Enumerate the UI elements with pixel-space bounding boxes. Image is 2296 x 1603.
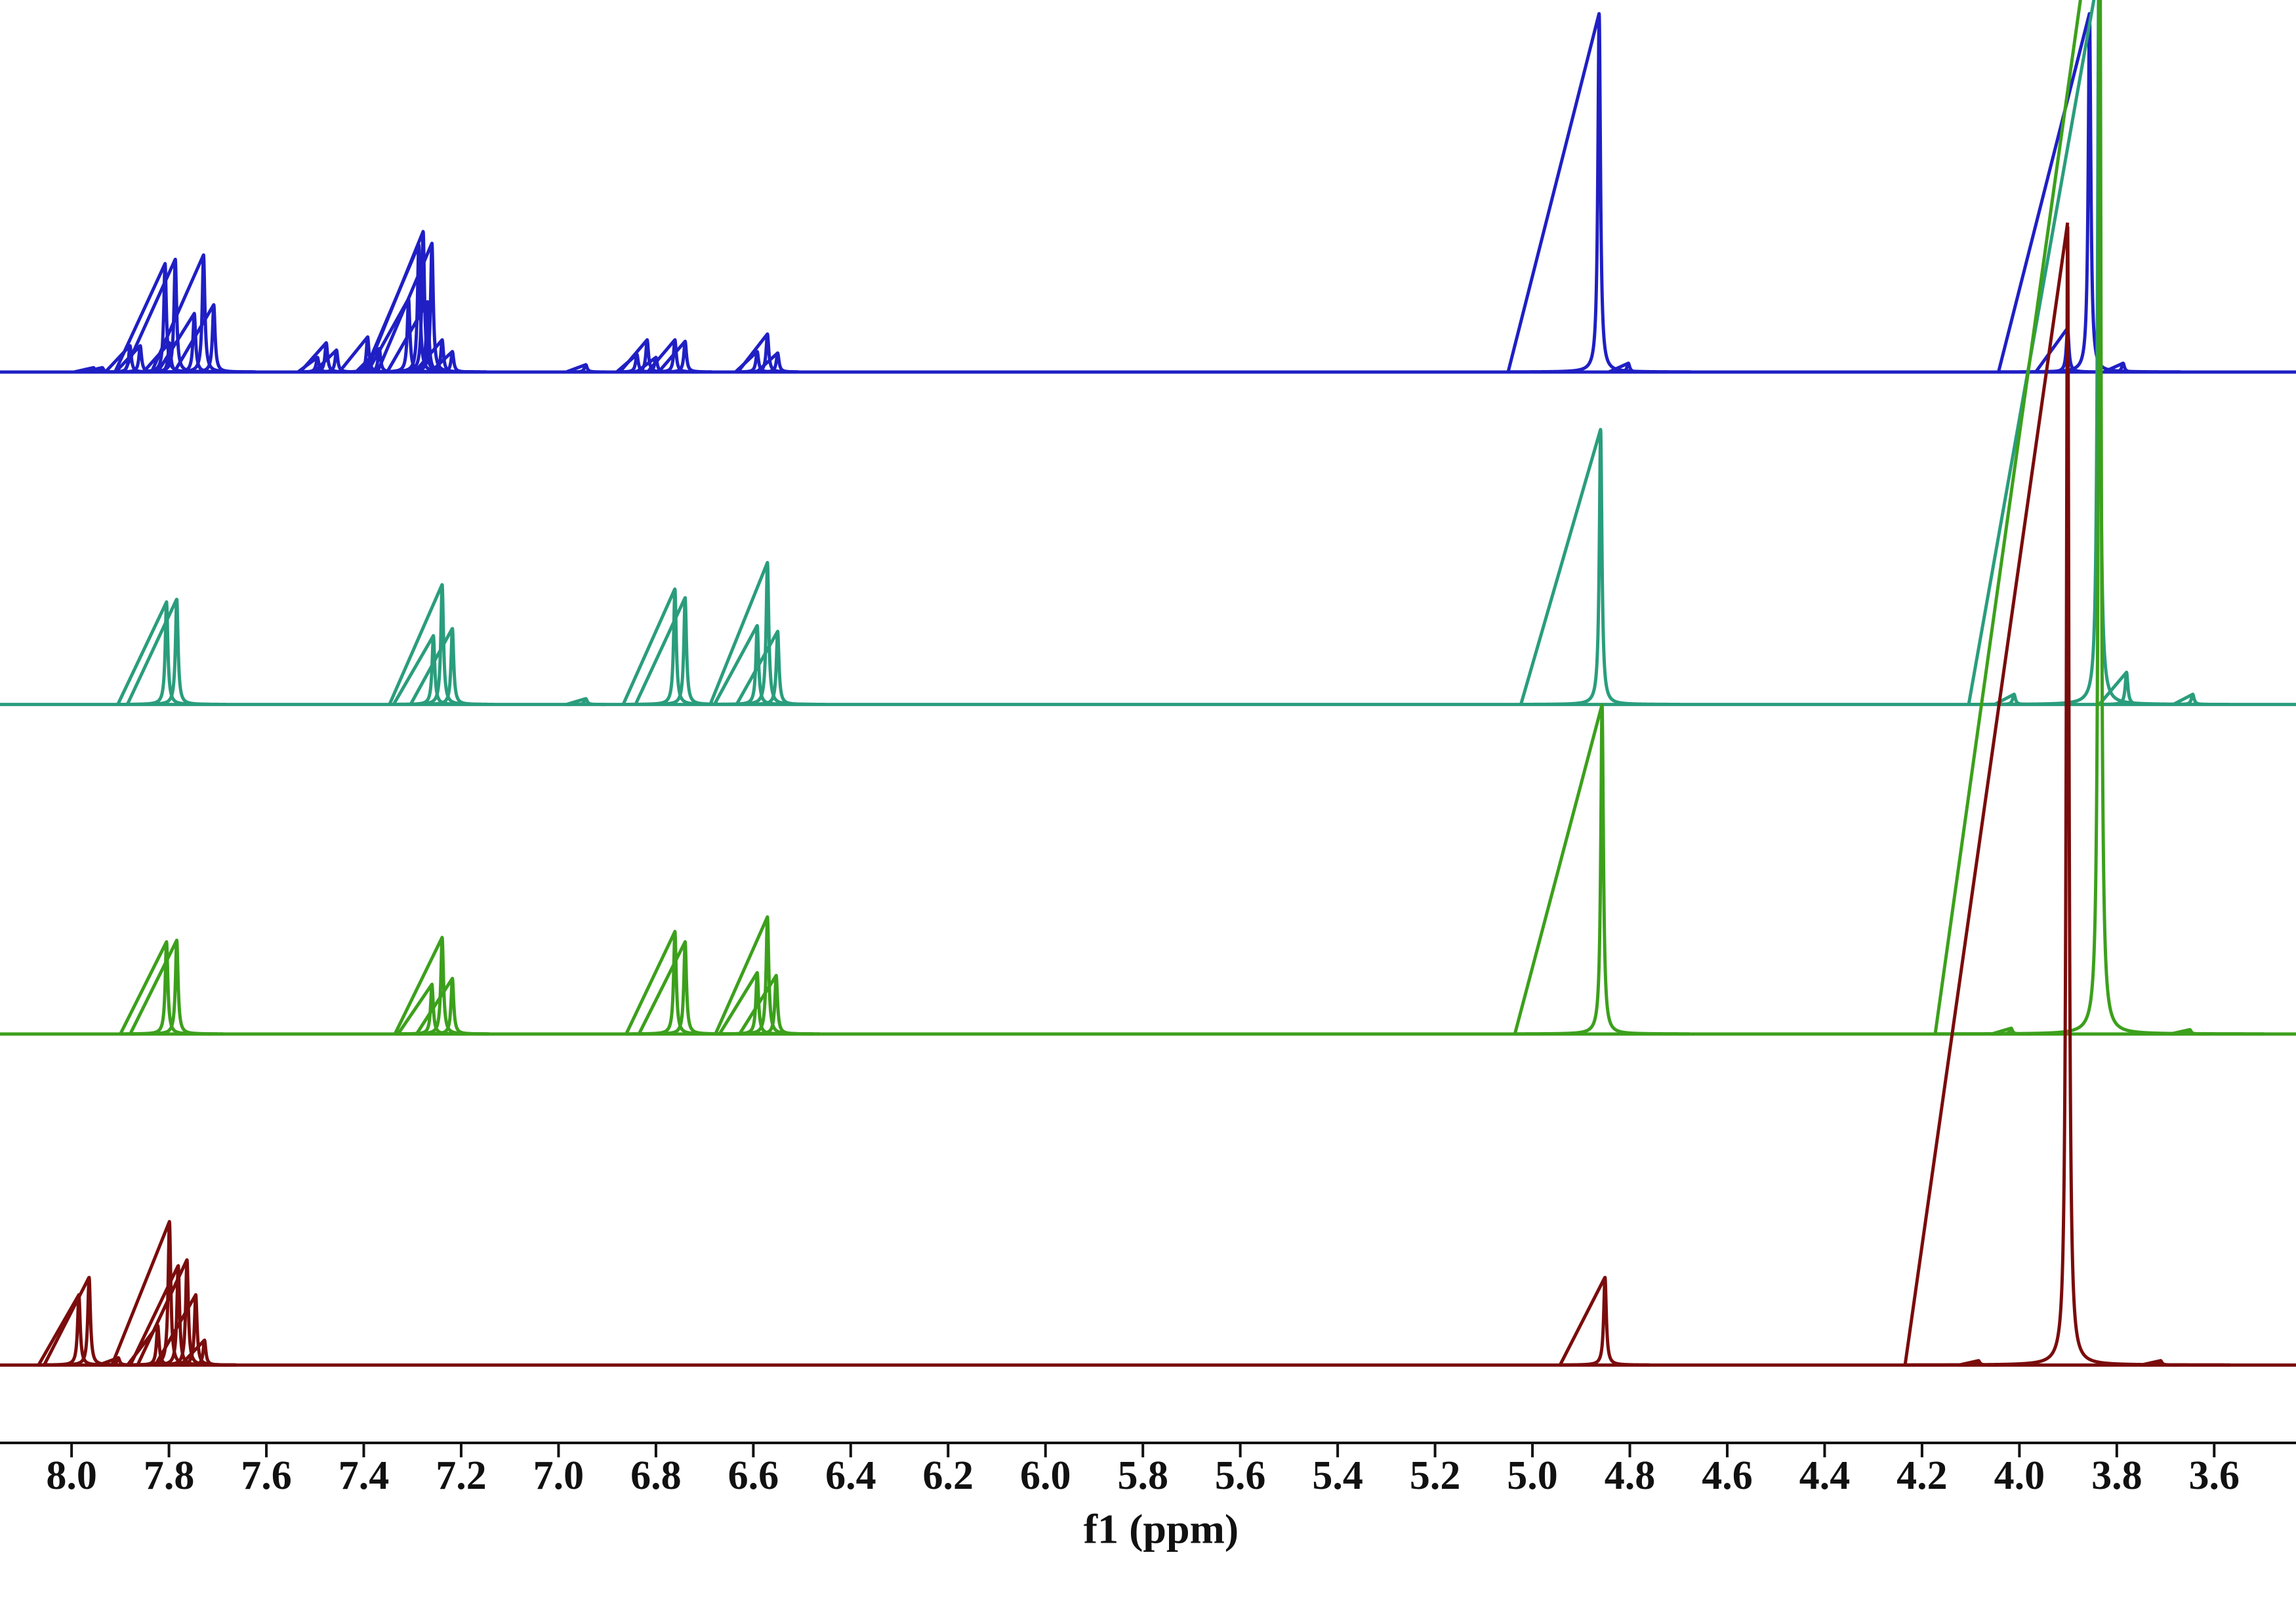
peak: [736, 332, 799, 374]
peak: [564, 363, 607, 374]
peak: [129, 938, 225, 1036]
x-tick-label: 5.2: [1410, 1453, 1461, 1498]
peak: [1997, 12, 2183, 374]
peak: [737, 974, 815, 1036]
x-tick-label: 6.8: [630, 1453, 682, 1498]
x-tick-label: 7.6: [241, 1453, 292, 1498]
x-axis-title: f1 (ppm): [1084, 1506, 1239, 1552]
peak: [415, 976, 490, 1036]
x-tick-label: 6.2: [923, 1453, 974, 1498]
x-tick-label: 5.4: [1312, 1453, 1363, 1498]
peak: [2139, 1359, 2182, 1367]
peak: [618, 338, 676, 374]
x-tick-label: 5.0: [1507, 1453, 1558, 1498]
x-tick-label: 8.0: [46, 1453, 97, 1498]
peak: [755, 351, 800, 374]
x-tick-label: 3.6: [2189, 1453, 2240, 1498]
x-tick-label: 4.4: [1799, 1453, 1851, 1498]
x-tick-label: 6.6: [728, 1453, 779, 1498]
peak: [634, 596, 737, 706]
peak: [2171, 692, 2214, 707]
x-axis: 8.0 7.8 7.6 7.4 7.2 7.0 6.8 6.6 6.4 6.2 6.0 5.8 5.6 5…: [0, 1442, 2296, 1498]
peak: [1903, 222, 2232, 1367]
peak: [637, 940, 733, 1036]
x-tick-label: 7.0: [533, 1453, 584, 1498]
peak: [2168, 1028, 2211, 1036]
peak: [42, 1276, 136, 1367]
x-tick-label: 5.6: [1215, 1453, 1266, 1498]
peak: [429, 350, 476, 374]
peak: [173, 302, 255, 374]
peak: [119, 940, 215, 1036]
x-tick-label: 7.8: [144, 1453, 195, 1498]
peak: [564, 697, 607, 707]
x-tick-label: 4.8: [1605, 1453, 1656, 1498]
peak: [621, 587, 728, 706]
x-tick-label: 4.6: [1702, 1453, 1753, 1498]
peak: [1513, 703, 1691, 1036]
x-tick-label: 4.0: [1994, 1453, 2045, 1498]
peak: [2102, 362, 2144, 374]
peak: [2097, 671, 2156, 706]
peak: [125, 597, 228, 706]
x-tick-label: 7.2: [436, 1453, 487, 1498]
peak: [1558, 1276, 1652, 1367]
x-tick-label: 6.0: [1020, 1453, 1071, 1498]
peak: [735, 629, 821, 706]
peak: [178, 1338, 230, 1367]
peak: [1519, 428, 1682, 706]
x-tick-label: 6.4: [825, 1453, 876, 1498]
peak: [1933, 0, 2266, 1036]
peak: [1607, 362, 1650, 374]
peak: [1506, 12, 1692, 374]
peak: [657, 339, 714, 374]
peak: [409, 627, 496, 706]
peak: [625, 930, 726, 1036]
x-tick-label: 5.8: [1117, 1453, 1168, 1498]
x-tick-label: 7.4: [338, 1453, 390, 1498]
x-tick-label: 3.8: [2091, 1453, 2142, 1498]
plot-area: [0, 0, 2296, 1367]
x-tick-label: 4.2: [1896, 1453, 1948, 1498]
